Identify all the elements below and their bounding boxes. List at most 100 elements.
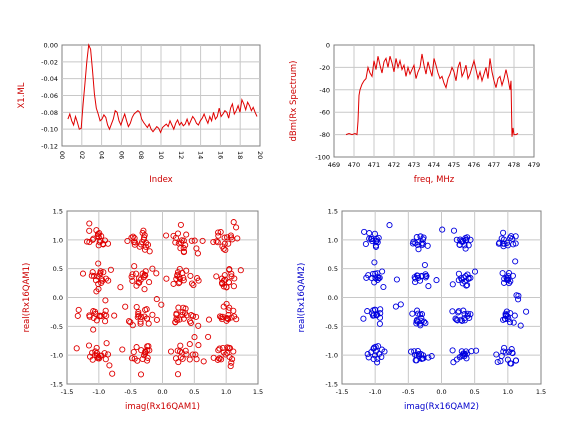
x-tick-label: 1.5 — [253, 388, 263, 396]
x-tick-label: 1.0 — [221, 388, 231, 396]
y-axis-label: real(Rx16QAM2) — [297, 263, 307, 333]
scatter-point — [195, 322, 202, 329]
scatter-point — [95, 242, 102, 249]
scatter-point — [102, 307, 109, 314]
scatter-point — [366, 235, 373, 242]
scatter-point — [174, 371, 182, 378]
scatter-point — [218, 275, 225, 282]
scatter-point — [463, 236, 470, 243]
scatter-point — [90, 308, 97, 315]
x-tick-label: 473 — [408, 161, 420, 169]
scatter-point — [73, 345, 80, 352]
scatter-point — [216, 345, 223, 352]
scatter-point — [417, 233, 424, 240]
scatter-point — [75, 306, 82, 313]
scatter-point — [473, 347, 480, 354]
scatter-point — [177, 239, 185, 246]
scatter-point — [507, 234, 514, 241]
scatter-point — [173, 315, 180, 322]
scatter-point — [163, 275, 170, 282]
scatter-point — [134, 357, 141, 364]
x-tick-label: 0.5 — [189, 388, 199, 396]
scatter-point — [460, 307, 467, 314]
scatter-point — [158, 301, 165, 308]
scatter-point — [142, 243, 149, 250]
scatter-point — [175, 359, 182, 366]
scatter-point — [414, 347, 421, 355]
scatter-point — [226, 353, 233, 361]
y-tick-label: -0.06 — [41, 92, 58, 100]
scatter-point — [380, 283, 387, 291]
scatter-point — [153, 296, 160, 303]
scatter-point — [413, 320, 420, 327]
scatter-point — [425, 283, 432, 290]
x-tick-label: -1.5 — [336, 388, 349, 396]
scatter-point — [227, 234, 235, 241]
scatter-point — [131, 263, 138, 270]
scatter-point — [493, 351, 500, 358]
y-tick-label: -0.04 — [41, 75, 58, 83]
scatter-point — [227, 232, 234, 239]
y-tick-label: -1.0 — [50, 352, 63, 360]
scatter-point — [512, 357, 520, 364]
scatter-point — [177, 221, 184, 228]
scatter-point — [375, 275, 382, 282]
scatter-point — [129, 271, 136, 278]
scatter-point — [97, 268, 104, 275]
scatter-point — [141, 271, 148, 278]
scatter-point — [371, 279, 378, 286]
scatter-point — [464, 312, 471, 319]
x-tick-label: -0.5 — [402, 388, 415, 396]
scatter-point — [505, 348, 513, 355]
scatter-point — [413, 318, 420, 325]
scatter-point — [136, 243, 143, 250]
scatter-point — [449, 347, 456, 354]
scatter-point — [176, 316, 183, 323]
scatter-point — [433, 277, 440, 284]
scatter-point — [133, 344, 140, 351]
x-tick-label: -1.5 — [61, 388, 74, 396]
y-tick-label: -0.10 — [41, 126, 58, 134]
y-tick-label: -60 — [319, 109, 330, 117]
scatter-point — [130, 348, 137, 356]
scatter-point — [179, 311, 186, 319]
scatter-point — [101, 311, 108, 318]
scatter-point — [102, 356, 109, 363]
scatter-point — [462, 245, 469, 252]
scatter-point — [179, 355, 186, 362]
x-tick-label: 00 — [58, 151, 66, 159]
scatter-point — [463, 355, 470, 362]
scatter-point — [153, 316, 160, 323]
y-tick-label: 0.5 — [328, 265, 338, 273]
scatter-point — [422, 271, 429, 278]
scatter-point — [172, 239, 179, 246]
scatter-point — [117, 284, 124, 291]
y-tick-label: -0.5 — [325, 323, 338, 331]
scatter-point — [501, 275, 508, 282]
scatter-point — [135, 279, 142, 286]
y-axis-label: dBm(Rx Spectrum) — [289, 61, 299, 142]
scatter-point — [504, 276, 511, 284]
scatter-point — [509, 349, 516, 356]
scatter-point — [153, 270, 160, 277]
scatter-point — [226, 266, 233, 273]
scatter-point — [138, 347, 145, 354]
y-tick-label: 0 — [326, 42, 330, 50]
scatter-point — [182, 347, 189, 354]
scatter-point — [189, 351, 196, 358]
scatter-point — [386, 222, 393, 229]
y-tick-label: 1.0 — [53, 236, 63, 244]
scatter-point — [170, 232, 177, 239]
scatter-point — [502, 349, 509, 356]
scatter-point — [504, 313, 511, 320]
scatter-point — [103, 340, 110, 347]
scatter-point — [144, 315, 151, 322]
scatter-point — [417, 351, 425, 358]
scatter-point — [180, 248, 188, 255]
scatter-point — [104, 351, 112, 358]
scatter-point — [453, 316, 460, 323]
scatter-point — [133, 303, 140, 311]
scatter-point — [186, 318, 194, 325]
scatter-point — [105, 277, 112, 284]
